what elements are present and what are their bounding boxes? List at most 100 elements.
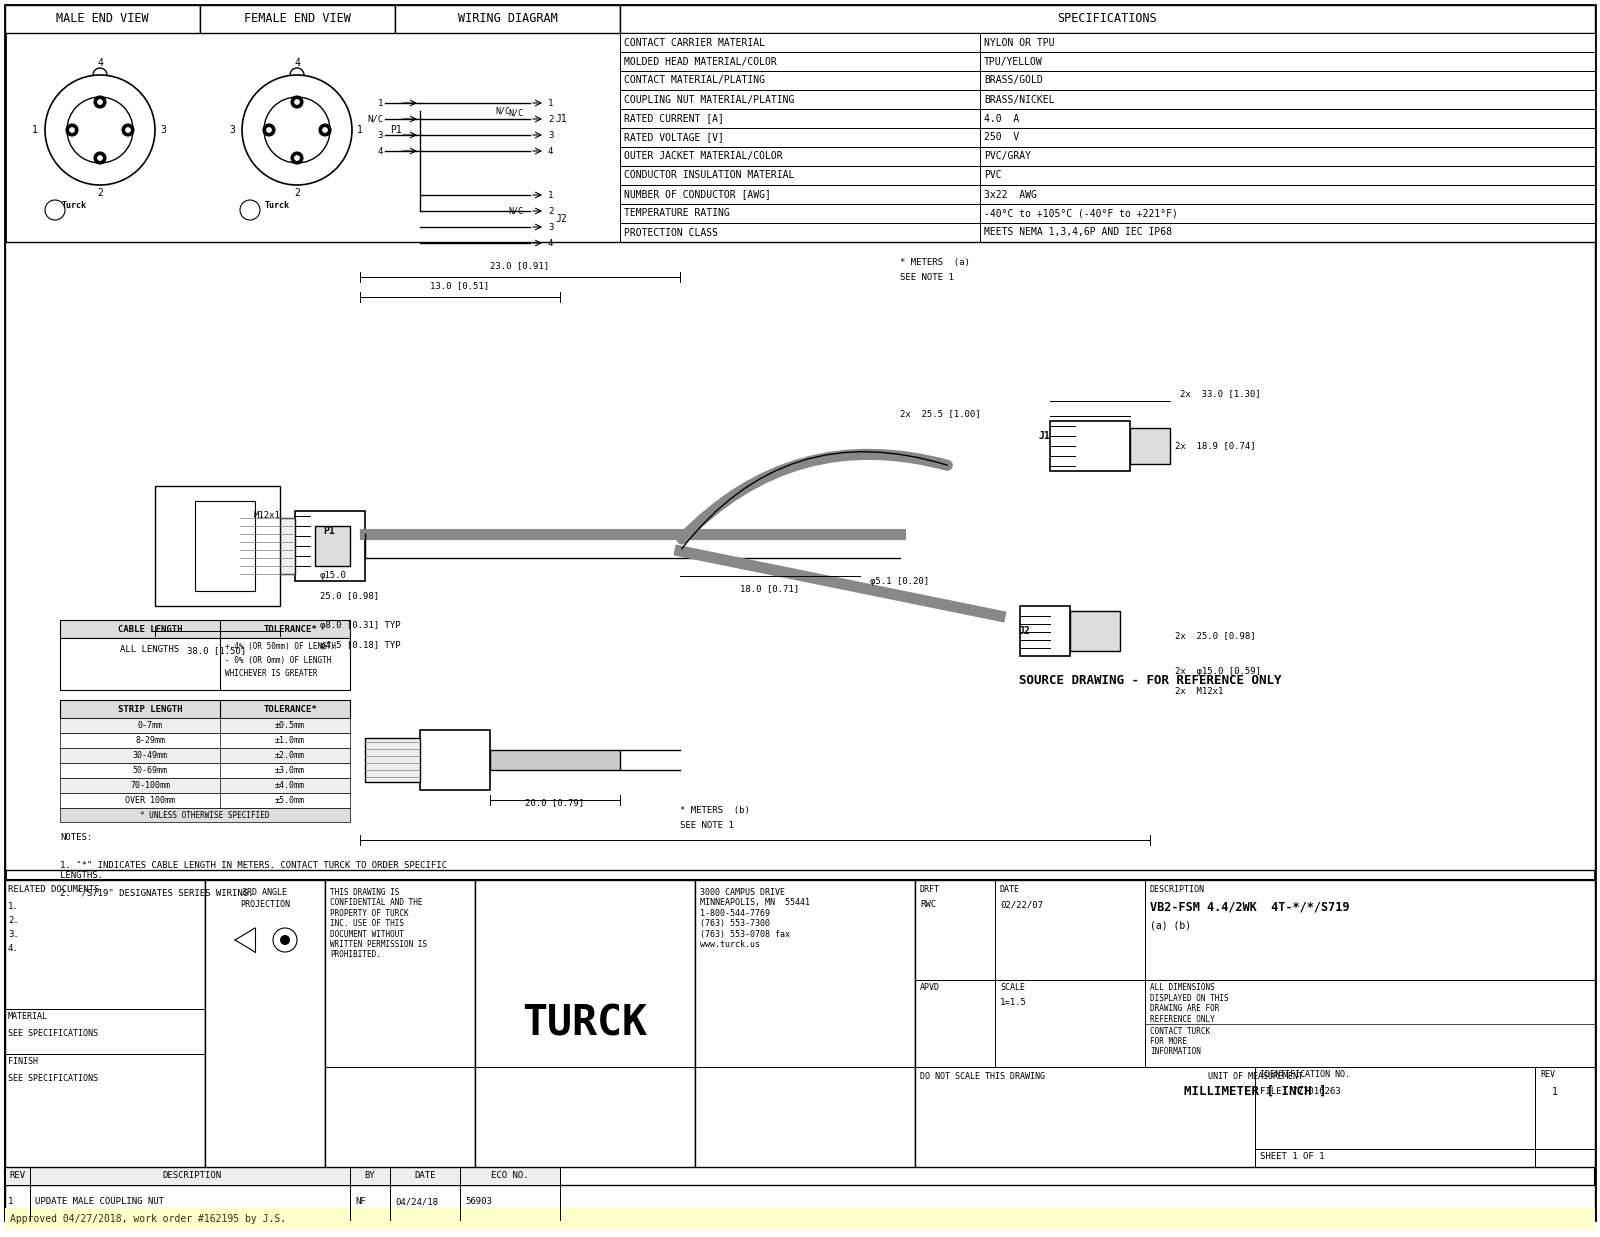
Text: 1=1.5: 1=1.5 <box>1000 998 1027 1007</box>
Text: SPECIFICATIONS: SPECIFICATIONS <box>1058 12 1157 26</box>
Text: CONTACT CARRIER MATERIAL: CONTACT CARRIER MATERIAL <box>624 37 765 47</box>
Bar <box>694 880 915 1166</box>
Text: 1: 1 <box>547 99 554 108</box>
Text: ±5.0mm: ±5.0mm <box>275 795 306 805</box>
Bar <box>1130 428 1170 464</box>
Bar <box>325 880 475 1166</box>
Bar <box>61 793 350 808</box>
Text: 1.: 1. <box>8 902 19 910</box>
Bar <box>979 71 1595 90</box>
Bar <box>61 763 350 778</box>
Bar <box>395 5 621 33</box>
Text: 1: 1 <box>357 125 363 135</box>
Text: TEMPERATURE RATING: TEMPERATURE RATING <box>624 209 730 219</box>
Text: CONTACT MATERIAL/PLATING: CONTACT MATERIAL/PLATING <box>624 75 765 85</box>
Text: ALL DIMENSIONS
DISPLAYED ON THIS
DRAWING ARE FOR
REFERENCE ONLY: ALL DIMENSIONS DISPLAYED ON THIS DRAWING… <box>1150 983 1229 1024</box>
Bar <box>61 748 350 763</box>
Text: 2x  M12x1: 2x M12x1 <box>1174 687 1224 695</box>
Text: 70-100mm: 70-100mm <box>130 781 170 790</box>
Bar <box>61 778 350 793</box>
Text: 0-7mm: 0-7mm <box>138 721 163 730</box>
Text: MOLDED HEAD MATERIAL/COLOR: MOLDED HEAD MATERIAL/COLOR <box>624 57 776 67</box>
Text: φ8.0 [0.31] TYP: φ8.0 [0.31] TYP <box>320 621 400 631</box>
Bar <box>621 5 1595 33</box>
Text: TOLERANCE*: TOLERANCE* <box>262 625 317 633</box>
Bar <box>621 109 979 127</box>
Text: 2x  25.0 [0.98]: 2x 25.0 [0.98] <box>1174 632 1256 641</box>
Bar <box>621 33 979 52</box>
Bar <box>5 5 200 33</box>
Bar <box>240 518 294 574</box>
Bar <box>475 880 694 1166</box>
Circle shape <box>294 99 299 104</box>
Text: DATE: DATE <box>414 1171 435 1180</box>
Text: 38.0 [1.50]: 38.0 [1.50] <box>187 646 246 656</box>
Text: 4: 4 <box>547 146 554 156</box>
Text: RWC: RWC <box>920 901 936 909</box>
Bar <box>5 242 1595 870</box>
Text: IDENTIFICATION NO.: IDENTIFICATION NO. <box>1261 1070 1350 1079</box>
Bar <box>621 52 979 71</box>
Bar <box>979 147 1595 166</box>
Text: BRASS/NICKEL: BRASS/NICKEL <box>984 94 1054 104</box>
Bar <box>979 33 1595 52</box>
Text: 3: 3 <box>547 223 554 231</box>
Circle shape <box>66 124 78 136</box>
Text: 3: 3 <box>229 125 235 135</box>
Bar <box>365 738 419 782</box>
Text: Approved 04/27/2018, work order #162195 by J.S.: Approved 04/27/2018, work order #162195 … <box>10 1213 286 1223</box>
Text: 2: 2 <box>98 188 102 198</box>
Text: DESCRIPTION: DESCRIPTION <box>163 1171 221 1180</box>
Text: φ5.1 [0.20]: φ5.1 [0.20] <box>870 576 930 585</box>
Text: TPU/YELLOW: TPU/YELLOW <box>984 57 1043 67</box>
Text: 1. "*" INDICATES CABLE LENGTH IN METERS. CONTACT TURCK TO ORDER SPECIFIC
LENGTHS: 1. "*" INDICATES CABLE LENGTH IN METERS.… <box>61 861 446 881</box>
Text: 3.: 3. <box>8 930 19 939</box>
Bar <box>195 501 254 591</box>
Text: Turck: Turck <box>62 200 86 209</box>
Text: 25.0 [0.98]: 25.0 [0.98] <box>320 591 379 600</box>
Text: ±1.0mm: ±1.0mm <box>275 736 306 745</box>
Text: NOTES:: NOTES: <box>61 833 93 842</box>
Text: REV: REV <box>10 1171 26 1180</box>
Circle shape <box>291 96 302 108</box>
Text: 50-69mm: 50-69mm <box>133 766 168 776</box>
Text: 1: 1 <box>8 1197 13 1206</box>
Text: FINISH: FINISH <box>8 1058 38 1066</box>
Text: 1: 1 <box>547 190 554 199</box>
Bar <box>621 204 979 223</box>
Text: 4.: 4. <box>8 944 19 952</box>
Bar <box>61 717 350 734</box>
Text: 2. "/S719" DESIGNATES SERIES WIRING.: 2. "/S719" DESIGNATES SERIES WIRING. <box>61 889 253 898</box>
Text: PVC: PVC <box>984 171 1002 181</box>
Text: 13.0 [0.51]: 13.0 [0.51] <box>430 281 490 289</box>
Circle shape <box>291 152 302 165</box>
Text: SEE SPECIFICATIONS: SEE SPECIFICATIONS <box>8 1074 98 1084</box>
Text: DRFT: DRFT <box>920 884 941 894</box>
Circle shape <box>323 127 328 132</box>
Bar <box>5 880 1595 1220</box>
Bar <box>205 880 325 1166</box>
Text: J2: J2 <box>1018 626 1030 636</box>
Text: Turck: Turck <box>266 200 290 209</box>
Text: SOURCE DRAWING - FOR REFERENCE ONLY: SOURCE DRAWING - FOR REFERENCE ONLY <box>1019 673 1282 687</box>
Text: * METERS  (a): * METERS (a) <box>899 257 970 266</box>
Text: PROTECTION CLASS: PROTECTION CLASS <box>624 228 718 238</box>
Text: OUTER JACKET MATERIAL/COLOR: OUTER JACKET MATERIAL/COLOR <box>624 151 782 162</box>
Text: 3: 3 <box>547 130 554 140</box>
Text: BRASS/GOLD: BRASS/GOLD <box>984 75 1043 85</box>
Text: 23.0 [0.91]: 23.0 [0.91] <box>491 261 549 270</box>
Text: TOLERANCE*: TOLERANCE* <box>262 705 317 714</box>
Text: WHICHEVER IS GREATER: WHICHEVER IS GREATER <box>226 669 317 679</box>
Text: CABLE LENGTH: CABLE LENGTH <box>118 625 182 633</box>
Text: 3: 3 <box>160 125 166 135</box>
Text: 1: 1 <box>1552 1086 1558 1096</box>
Text: 4: 4 <box>378 146 382 156</box>
Bar <box>200 5 395 33</box>
Bar <box>979 90 1595 109</box>
Text: ±4.0mm: ±4.0mm <box>275 781 306 790</box>
Text: J1: J1 <box>555 114 566 124</box>
Text: 2x  φ15.0 [0.59]: 2x φ15.0 [0.59] <box>1174 667 1261 675</box>
Bar <box>5 1209 1595 1230</box>
Bar <box>61 638 350 690</box>
Text: 56903: 56903 <box>466 1197 491 1206</box>
